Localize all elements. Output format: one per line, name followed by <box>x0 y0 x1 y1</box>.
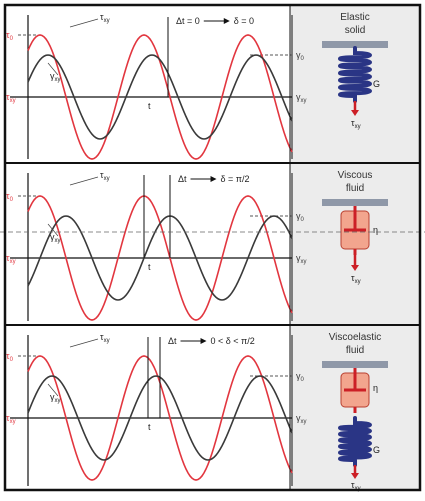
phase-lag-label: Δt <box>168 336 177 346</box>
subscript: xy <box>355 124 361 130</box>
subscript: xy <box>355 279 361 285</box>
model-title: fluid <box>346 345 364 356</box>
subscript: xy <box>55 77 61 83</box>
subscript: xy <box>301 259 307 265</box>
subscript: xy <box>104 176 110 182</box>
model-title: Viscoelastic <box>329 332 382 343</box>
viscosity-label: η <box>373 383 378 393</box>
phase-lag-label: Δt = 0 <box>176 16 200 26</box>
model-title: fluid <box>346 183 364 194</box>
fixed-plate <box>322 199 388 206</box>
spring <box>340 48 370 101</box>
figure: τ0τxyγ0γxytτxyγxyΔt = 0δ = 0Elasticsolid… <box>0 0 425 496</box>
subscript: xy <box>10 259 16 265</box>
subscript: xy <box>10 419 16 425</box>
subscript: xy <box>10 98 16 104</box>
fixed-plate <box>322 361 388 368</box>
model-title: Viscous <box>338 170 373 181</box>
model-title: solid <box>345 25 366 36</box>
page: { "symbols": { "tau_xy": ["τ", "xy"], "t… <box>0 0 425 496</box>
subscript: xy <box>301 419 307 425</box>
model-title: Elastic <box>340 12 369 23</box>
viscosity-label: η <box>373 225 378 235</box>
phase-angle-label: δ = π/2 <box>221 174 250 184</box>
subscript: xy <box>301 98 307 104</box>
plot-background <box>5 163 290 325</box>
plot-background <box>5 5 290 163</box>
phase-angle-label: δ = 0 <box>234 16 254 26</box>
modulus-label: G <box>373 445 380 455</box>
subscript: xy <box>104 18 110 24</box>
subscript: xy <box>104 338 110 344</box>
modulus-label: G <box>373 79 380 89</box>
phase-angle-label: 0 < δ < π/2 <box>211 336 255 346</box>
subscript: xy <box>55 398 61 404</box>
subscript: xy <box>55 238 61 244</box>
phase-lag-label: Δt <box>178 174 187 184</box>
